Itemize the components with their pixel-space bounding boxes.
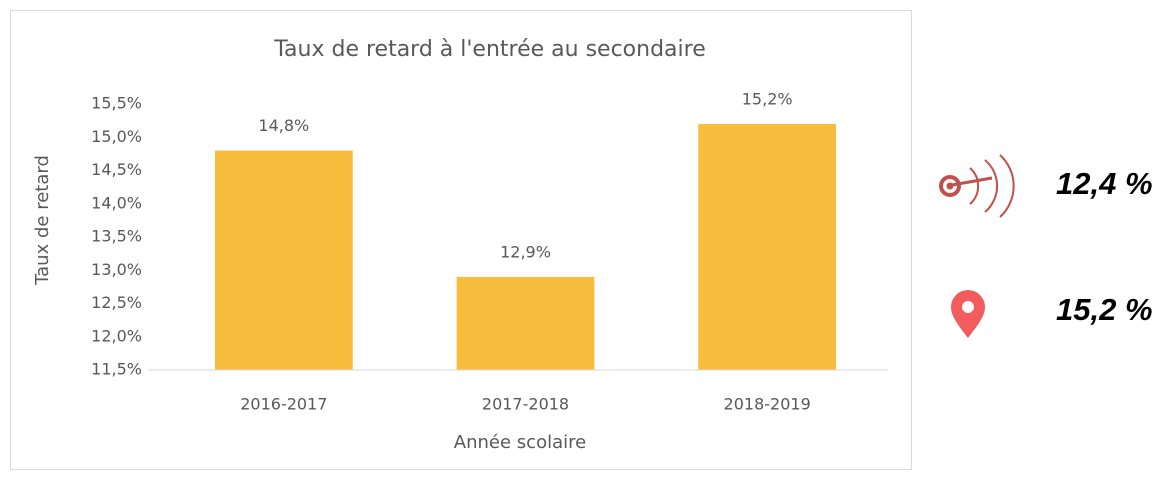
y-tick-label: 13,0% xyxy=(91,260,142,279)
bar xyxy=(698,123,837,370)
x-tick-label: 2017-2018 xyxy=(482,395,569,414)
y-tick-label: 12,5% xyxy=(91,293,142,312)
chart-title: Taux de retard à l'entrée au secondaire xyxy=(273,37,705,62)
indicator-value: 12,4 % xyxy=(1056,166,1153,201)
target-icon xyxy=(939,154,1015,218)
y-tick-label: 15,0% xyxy=(91,127,142,146)
x-axis-title: Année scolaire xyxy=(454,432,586,453)
y-tick-label: 15,5% xyxy=(91,94,142,113)
data-label: 14,8% xyxy=(258,116,309,135)
y-tick-label: 13,5% xyxy=(91,227,142,246)
y-axis-title: Taux de retard xyxy=(32,155,53,286)
indicator-value: 15,2 % xyxy=(1056,292,1153,327)
y-tick-label: 14,0% xyxy=(91,193,142,212)
x-tick-label: 2018-2019 xyxy=(724,395,811,414)
data-label: 15,2% xyxy=(742,89,793,108)
y-tick-label: 14,5% xyxy=(91,160,142,179)
y-tick-label: 12,0% xyxy=(91,326,142,345)
y-tick-label: 11,5% xyxy=(91,360,142,379)
bar xyxy=(456,276,595,370)
bar xyxy=(214,150,353,370)
location-icon xyxy=(951,290,985,338)
data-label: 12,9% xyxy=(500,242,551,261)
x-tick-label: 2016-2017 xyxy=(240,395,327,414)
